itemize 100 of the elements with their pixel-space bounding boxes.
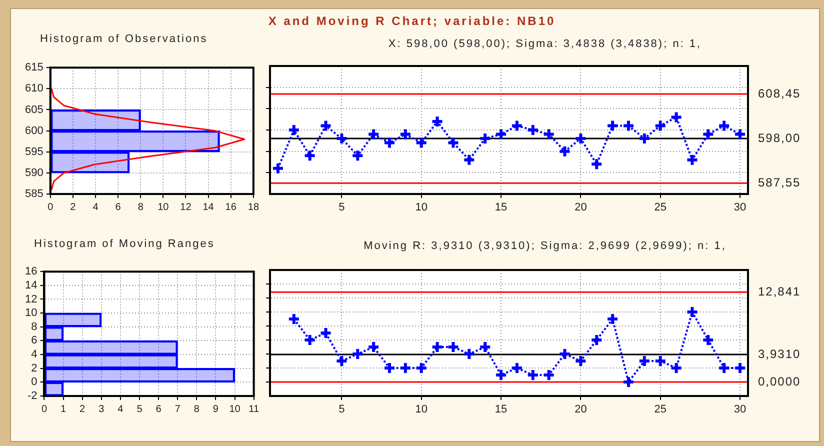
x-tick-label: 2: [70, 202, 76, 213]
point: [542, 368, 556, 382]
chart-title: Moving R: 3,9310 (3,9310); Sigma: 2,9699 (2,9699); n: 1,: [364, 240, 726, 252]
point: [622, 119, 635, 132]
y-tick-label: 6: [31, 334, 38, 347]
point: [590, 334, 604, 346]
x-tick-label: 5: [338, 202, 345, 214]
y-tick-label: 610: [24, 82, 44, 95]
ref-line-label: 587,55: [758, 175, 801, 190]
x-tick-label: 15: [494, 202, 508, 214]
x-tick-label: 3: [98, 404, 105, 415]
point: [367, 340, 380, 354]
point: [303, 149, 316, 162]
point: [398, 128, 412, 141]
chart-subtitle: X: 598,00 (598,00); Sigma: 3,4838 (3,4838); n: 1,: [388, 38, 702, 50]
x-tick-label: 30: [734, 202, 746, 214]
x-tick-label: 25: [654, 202, 666, 214]
point: [670, 110, 683, 124]
y-tick-label: 615: [24, 62, 44, 74]
point: [526, 368, 540, 382]
point: [478, 340, 492, 354]
point: [414, 362, 428, 374]
x-tick-label: 20: [574, 202, 587, 214]
point: [702, 128, 715, 141]
y-tick-label: 600: [24, 124, 44, 137]
y-tick-label: 605: [24, 104, 44, 116]
point: [287, 312, 300, 326]
point: [319, 119, 332, 132]
x-tick-label: 20: [574, 404, 587, 416]
point: [622, 376, 635, 388]
y-tick-label: 585: [24, 188, 44, 200]
y-tick-label: -2: [27, 390, 38, 402]
x-tick-label: 25: [654, 404, 666, 416]
point: [606, 312, 620, 326]
y-tick-label: 2: [31, 362, 38, 374]
y-tick-label: 590: [24, 166, 44, 179]
point: [351, 149, 364, 162]
point: [638, 132, 651, 146]
point: [319, 326, 332, 340]
x-tick-label: 10: [158, 202, 170, 213]
x-tick-label: 5: [338, 404, 345, 416]
x-tick-label: 10: [415, 404, 428, 416]
x-tick-label: 5: [136, 404, 143, 415]
y-tick-label: 4: [31, 348, 38, 361]
point: [446, 340, 460, 354]
point: [718, 362, 731, 374]
point: [638, 354, 651, 368]
x-tick-label: 4: [92, 202, 99, 213]
point: [383, 136, 396, 150]
point: [542, 128, 556, 141]
x-tick-label: 10: [415, 202, 428, 214]
point: [526, 124, 540, 136]
point: [430, 340, 444, 354]
x-tick-label: 16: [225, 202, 237, 213]
x-tick-label: 15: [494, 404, 508, 416]
x-tick-label: 8: [194, 404, 200, 415]
x-tick-label: 6: [115, 202, 122, 213]
point: [335, 132, 348, 146]
point: [558, 144, 572, 158]
point: [574, 354, 588, 368]
y-tick-label: 0: [31, 376, 38, 388]
x-tick-label: 9: [212, 404, 219, 415]
point: [686, 306, 699, 318]
y-tick-label: 12: [24, 293, 38, 306]
x-tick-label: 30: [734, 404, 746, 416]
x-tick-label: 8: [138, 202, 144, 213]
point: [287, 124, 300, 136]
x-tick-label: 1: [60, 404, 67, 415]
point: [702, 334, 715, 346]
ref-line-label: 608,45: [758, 86, 801, 100]
point: [303, 334, 316, 346]
chart-title: Histogram of Observations: [40, 33, 208, 45]
point: [686, 153, 699, 166]
point: [510, 119, 524, 132]
point: [383, 362, 396, 374]
point: [654, 354, 667, 368]
point: [351, 348, 364, 360]
x-tick-label: 11: [248, 404, 260, 415]
x-tick-label: 2: [80, 404, 86, 415]
y-tick-label: 10: [24, 307, 38, 320]
x-tick-label: 18: [248, 202, 260, 213]
y-tick-label: 14: [24, 279, 38, 292]
y-tick-label: 16: [24, 266, 38, 278]
chart-title: X and Moving R Chart; variable: NB10: [268, 14, 556, 28]
point: [606, 119, 620, 132]
point: [367, 128, 380, 141]
point: [462, 153, 476, 166]
point: [414, 136, 428, 150]
point: [494, 368, 508, 382]
point: [734, 128, 747, 141]
x-tick-label: 10: [229, 404, 241, 415]
point: [718, 119, 731, 132]
x-tick-label: 0: [48, 202, 54, 213]
ref-line-label: 12,841: [758, 284, 801, 298]
point: [478, 132, 492, 146]
point: [398, 362, 412, 374]
ref-line-label: 3,9310: [758, 346, 801, 361]
point: [462, 348, 476, 360]
x-tick-label: 12: [180, 202, 192, 213]
point: [430, 114, 444, 128]
